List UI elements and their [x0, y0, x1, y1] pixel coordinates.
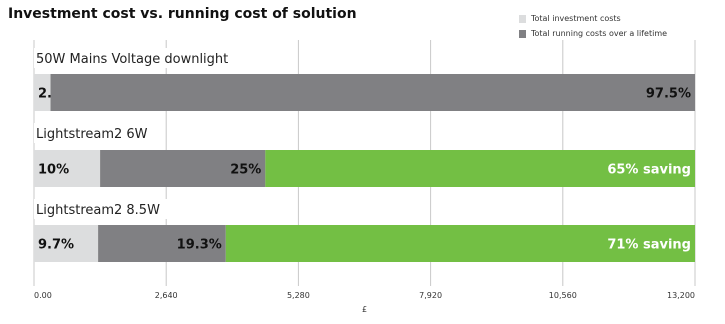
x-tick-label: 10,560 — [549, 291, 577, 300]
data-label: 9.7% — [38, 238, 74, 253]
data-label: 65% saving — [607, 163, 691, 178]
bar-segment-running — [100, 150, 266, 187]
legend-label-investment: Total investment costs — [531, 14, 621, 23]
legend-label-running: Total running costs over a lifetime — [531, 29, 668, 38]
bar-segment-saving — [225, 225, 695, 262]
data-label: 25% — [230, 163, 261, 178]
x-tick-label: 5,280 — [287, 291, 310, 300]
x-tick-label: 13,200 — [667, 291, 695, 300]
category-label: 50W Mains Voltage downlight — [36, 52, 228, 67]
legend-item-investment: Total investment costs — [519, 11, 667, 26]
bar-segment-investment — [34, 74, 51, 111]
legend-swatch-investment — [519, 14, 526, 23]
bar-segment-running — [98, 225, 226, 262]
category-label: Lightstream2 8.5W — [36, 203, 160, 218]
category-label-bg — [34, 123, 153, 143]
bar-segment-saving — [265, 150, 695, 187]
data-label: 19.3% — [177, 238, 222, 253]
x-tick-label: 2,640 — [155, 291, 178, 300]
legend-item-running: Total running costs over a lifetime — [519, 26, 667, 41]
bar-segment-investment — [34, 225, 99, 262]
x-tick-label: 7,920 — [419, 291, 442, 300]
x-axis-label: £ — [362, 305, 367, 314]
chart-title: Investment cost vs. running cost of solu… — [8, 6, 357, 22]
category-label: Lightstream2 6W — [36, 127, 148, 142]
data-label: 71% saving — [607, 238, 691, 253]
category-label-bg — [34, 48, 242, 68]
bar-segment-investment — [34, 150, 101, 187]
bar-segment-running — [50, 74, 695, 111]
data-label: 10% — [38, 163, 69, 178]
chart-legend: Total investment costs Total running cos… — [519, 11, 667, 41]
data-label: 97.5% — [646, 87, 691, 102]
category-label-bg — [34, 199, 168, 219]
x-tick-label: 0.00 — [34, 291, 52, 300]
legend-swatch-running — [519, 29, 526, 38]
